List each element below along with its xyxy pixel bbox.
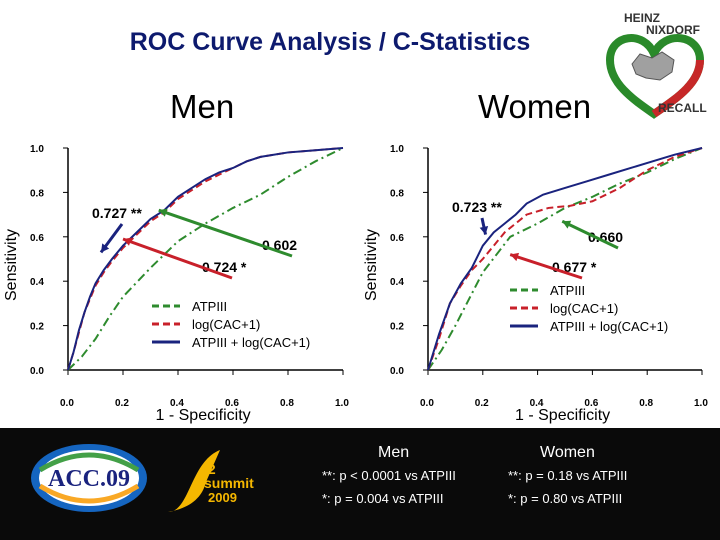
i2-text: i2 xyxy=(204,461,216,477)
logo-line2: NIXDORF xyxy=(646,23,700,37)
men-y-tick-label: 0.8 xyxy=(30,188,44,199)
men-heading: Men xyxy=(170,88,235,125)
women-y-tick-label: 1.0 xyxy=(390,144,404,155)
acc-text: ACC.09 xyxy=(48,466,130,492)
women-y-axis-label: Sensitivity xyxy=(363,229,380,301)
women-x-tick-label: 0.8 xyxy=(639,398,653,409)
women-x-tick-label: 0.0 xyxy=(420,398,434,409)
men-annotation-arrowhead xyxy=(101,243,110,253)
men-y-tick-label: 1.0 xyxy=(30,144,44,155)
acc-green-arc xyxy=(38,452,140,473)
women-annotation: 0.677 * xyxy=(552,259,597,275)
women-legend-label: ATPIII + log(CAC+1) xyxy=(550,319,668,334)
slide-title: ROC Curve Analysis / C-Statistics xyxy=(129,28,531,56)
women-x-tick-label: 1.0 xyxy=(694,398,708,409)
women-annotation: 0.723 ** xyxy=(452,199,502,215)
women-annotation-arrow xyxy=(561,219,619,250)
women-heading: Women xyxy=(478,88,592,125)
women-y-tick-label: 0.0 xyxy=(390,366,404,377)
acc-inner xyxy=(39,450,139,506)
women-annotation-arrowhead xyxy=(562,220,572,229)
men-y-tick-label: 0.6 xyxy=(30,233,44,244)
heart-red-arc xyxy=(651,59,704,118)
men-legend-label: ATPIII xyxy=(192,299,227,314)
men-legend-label: ATPIII + log(CAC+1) xyxy=(192,335,310,350)
men-x-axis-label: 1 - Specificity xyxy=(156,407,251,424)
women-x-tick-label: 0.6 xyxy=(584,398,598,409)
summit-text: summit xyxy=(204,475,254,491)
men-annotation: 0.727 ** xyxy=(92,205,142,221)
men-y-axis-label: Sensitivity xyxy=(3,229,20,301)
women-annotation-arrowhead xyxy=(510,252,520,262)
stats-women-heading: Women xyxy=(540,444,595,461)
women-y-tick-label: 0.4 xyxy=(390,277,404,288)
men-annotation: 0.724 * xyxy=(202,259,247,275)
year-text: 2009 xyxy=(208,490,237,505)
women-y-tick-label: 0.8 xyxy=(390,188,404,199)
women-x-tick-label: 0.4 xyxy=(530,398,544,409)
i2-swoosh xyxy=(168,450,220,512)
logo-line3: RECALL xyxy=(658,101,707,115)
heinz-nixdorf-recall-logo: HEINZ NIXDORF RECALL xyxy=(605,11,707,119)
men-y-tick-label: 0.4 xyxy=(30,277,44,288)
stats-men-heading: Men xyxy=(378,444,410,461)
roc-charts: 0.0 0.2 0.4 0.6 0.8 1.0 0.0 0.2 0.4 0.6 0.8 1.0 1 - … xyxy=(3,144,708,424)
men-series-atpiii xyxy=(67,147,344,371)
women-annotation-arrow xyxy=(509,253,583,280)
men-y-tick-label: 0.0 xyxy=(30,366,44,377)
stats-women-line2: *: p = 0.80 vs ATPIII xyxy=(508,491,623,506)
acc09-logo: ACC.09 xyxy=(31,444,147,512)
women-legend-label: log(CAC+1) xyxy=(550,301,618,316)
men-legend-label: log(CAC+1) xyxy=(192,317,260,332)
i2-summit-logo: i2 summit 2009 xyxy=(168,450,254,512)
women-annotation: 0.660 xyxy=(588,229,623,245)
men-x-tick-label: 0.6 xyxy=(225,398,239,409)
region-map-icon xyxy=(631,51,675,81)
men-x-tick-label: 0.4 xyxy=(170,398,184,409)
stats-men-line2: *: p = 0.004 vs ATPIII xyxy=(322,491,444,506)
women-legend-label: ATPIII xyxy=(550,283,585,298)
men-x-tick-label: 1.0 xyxy=(335,398,349,409)
women-series-atpiii xyxy=(427,147,703,371)
men-x-tick-label: 0.0 xyxy=(60,398,74,409)
women-y-tick-label: 0.2 xyxy=(390,322,404,333)
men-annotation-arrowhead xyxy=(158,208,168,217)
men-x-tick-label: 0.8 xyxy=(280,398,294,409)
men-series-atpiii-log-cac-1- xyxy=(67,147,344,371)
women-x-tick-label: 0.2 xyxy=(475,398,489,409)
stats-men-line1: **: p < 0.0001 vs ATPIII xyxy=(322,468,456,483)
men-annotation-arrow xyxy=(122,237,233,280)
women-series-atpiii-log-cac-1- xyxy=(427,147,703,371)
men-annotation-arrow xyxy=(158,208,293,258)
men-annotation-arrowhead xyxy=(123,237,132,246)
women-y-tick-label: 0.6 xyxy=(390,233,404,244)
men-y-tick-label: 0.2 xyxy=(30,322,44,333)
men-x-tick-label: 0.2 xyxy=(115,398,129,409)
stats-women-line1: **: p = 0.18 vs ATPIII xyxy=(508,468,628,483)
women-annotation-arrowhead xyxy=(479,225,489,235)
women-x-axis-label: 1 - Specificity xyxy=(515,407,610,424)
acc-yellow-arc xyxy=(38,483,140,504)
logo-line1: HEINZ xyxy=(624,11,660,25)
